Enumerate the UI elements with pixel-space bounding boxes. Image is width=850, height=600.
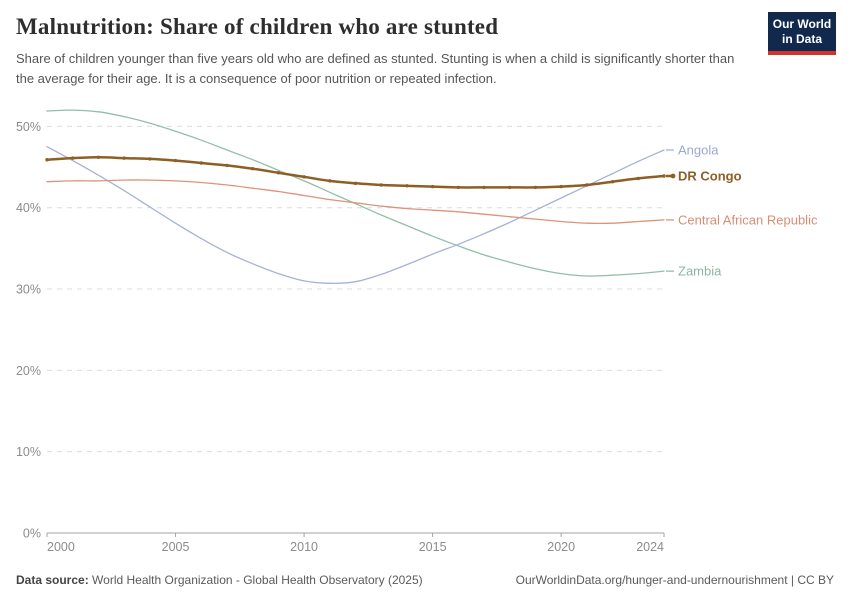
series-marker-dr-congo xyxy=(610,179,615,184)
series-marker-dr-congo xyxy=(430,184,435,189)
x-tick-label: 2005 xyxy=(162,540,190,554)
data-source-label: Data source: xyxy=(16,573,89,587)
y-tick-label: 10% xyxy=(16,445,41,459)
header: Malnutrition: Share of children who are … xyxy=(0,0,850,55)
y-tick-label: 0% xyxy=(23,527,41,541)
series-marker-dr-congo xyxy=(353,181,358,186)
stunting-line-chart: 0% 10% 20% 30% 40% 50% 2000 2005 2010 2015 2020 202… xyxy=(16,109,818,554)
y-tick-label: 20% xyxy=(16,364,41,378)
series-marker-dr-congo xyxy=(302,175,306,179)
series-marker-dr-congo xyxy=(199,161,203,165)
y-tick-label: 40% xyxy=(16,201,41,215)
page-title: Malnutrition: Share of children who are … xyxy=(16,14,499,39)
series-marker-dr-congo xyxy=(71,156,75,160)
license-link[interactable]: OurWorldinData.org/hunger-and-undernouri… xyxy=(515,573,834,587)
series-marker-dr-congo xyxy=(508,185,512,190)
series-marker-dr-congo xyxy=(96,155,101,160)
series-marker-dr-congo xyxy=(173,158,178,163)
series-marker-dr-congo xyxy=(585,183,589,187)
owid-logo-line1: Our World xyxy=(772,16,832,31)
series-label-dr-congo[interactable]: DR Congo xyxy=(678,169,742,184)
chart-area: 0% 10% 20% 30% 40% 50% 2000 2005 2010 2015 2020 202… xyxy=(0,95,850,560)
series-marker-dr-congo xyxy=(250,166,255,171)
x-tick-label: 2000 xyxy=(47,540,75,554)
series-marker-dr-congo xyxy=(328,179,332,183)
data-source-text: World Health Organization - Global Healt… xyxy=(92,573,423,587)
chart-subtitle: Share of children younger than five year… xyxy=(16,51,735,86)
series-marker-dr-congo xyxy=(482,185,486,190)
series-marker-dr-congo xyxy=(405,184,409,188)
series-line-central-african-republic[interactable] xyxy=(46,179,665,224)
series-marker-dr-congo xyxy=(225,163,229,168)
series-marker-dr-congo xyxy=(636,176,640,181)
series-marker-dr-congo xyxy=(533,185,538,190)
owid-logo-line2: in Data xyxy=(781,31,822,46)
series-marker-dr-congo xyxy=(456,185,461,190)
y-tick-label: 50% xyxy=(16,120,41,134)
x-tick-label: 2024 xyxy=(636,540,664,554)
series-marker-dr-congo xyxy=(45,158,49,162)
x-tick-label: 2020 xyxy=(547,540,575,554)
series-marker-dr-congo xyxy=(276,171,281,175)
series-label-zambia[interactable]: Zambia xyxy=(678,264,722,279)
footer: Data source: World Health Organization -… xyxy=(16,573,834,587)
data-source: Data source: World Health Organization -… xyxy=(16,573,423,587)
x-tick-label: 2015 xyxy=(419,540,447,554)
series-marker-dr-congo xyxy=(662,174,666,178)
series-marker-dr-congo xyxy=(559,184,563,189)
series-line-angola[interactable] xyxy=(46,146,665,285)
x-tick-label: 2010 xyxy=(290,540,318,554)
y-tick-label: 30% xyxy=(16,283,41,297)
series-label-central-african-republic[interactable]: Central African Republic xyxy=(678,212,818,227)
series-marker-dr-congo xyxy=(379,183,383,187)
series-marker-dr-congo xyxy=(148,157,152,161)
series-end-marker-dr-congo xyxy=(670,173,676,179)
series-label-angola[interactable]: Angola xyxy=(678,142,719,157)
owid-logo[interactable]: Our World in Data xyxy=(768,12,836,55)
series-line-zambia[interactable] xyxy=(46,109,665,277)
series-marker-dr-congo xyxy=(122,156,126,160)
